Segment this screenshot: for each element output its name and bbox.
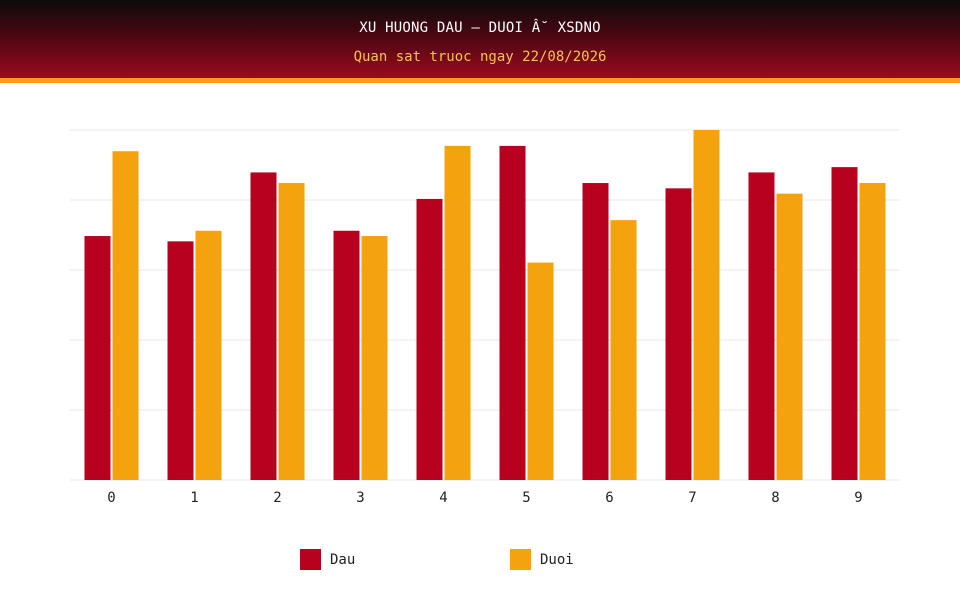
x-tick-label: 8 xyxy=(771,490,779,506)
x-tick-label: 6 xyxy=(605,490,613,506)
x-tick-label: 3 xyxy=(356,490,364,506)
legend-label-duoi: Duoi xyxy=(540,551,574,568)
bar-duoi-0 xyxy=(112,151,139,480)
x-tick-label: 0 xyxy=(107,490,115,506)
bar-dau-4 xyxy=(416,198,443,480)
x-tick-label: 4 xyxy=(439,490,447,506)
bar-dau-7 xyxy=(665,188,692,480)
bar-duoi-2 xyxy=(278,183,305,480)
bar-duoi-3 xyxy=(361,236,388,480)
bar-duoi-1 xyxy=(195,230,222,480)
x-tick-label: 9 xyxy=(854,490,862,506)
legend-label-dau: Dau xyxy=(330,551,356,568)
bar-duoi-5 xyxy=(527,262,554,480)
bar-dau-0 xyxy=(84,236,111,480)
bar-duoi-6 xyxy=(610,220,637,480)
bar-dau-8 xyxy=(748,172,775,480)
x-tick-label: 1 xyxy=(190,490,198,506)
bar-duoi-8 xyxy=(776,193,803,480)
chart-header: XU HUONG DAU – DUOI Â˘ XSDNO Quan sat tr… xyxy=(0,0,960,83)
legend-swatch-duoi xyxy=(510,549,531,570)
bar-chart: 0 1 2 3 4 5 6 7 8 9 xyxy=(70,129,900,506)
bar-dau-2 xyxy=(250,172,277,480)
legend-item-duoi[interactable]: Duoi xyxy=(510,549,574,570)
bar-dau-5 xyxy=(499,145,526,480)
bar-dau-6 xyxy=(582,183,609,480)
bar-duoi-9 xyxy=(859,183,886,480)
bar-duoi-4 xyxy=(444,145,471,480)
x-tick-label: 7 xyxy=(688,490,696,506)
legend-item-dau[interactable]: Dau xyxy=(300,549,355,570)
chart-subtitle: Quan sat truoc ngay 22/08/2026 xyxy=(353,49,607,65)
bar-dau-3 xyxy=(333,230,360,480)
bar-dau-9 xyxy=(831,167,858,480)
x-tick-label: 5 xyxy=(522,490,530,506)
bar-dau-1 xyxy=(167,241,194,480)
chart-legend: Dau Duoi xyxy=(0,549,960,573)
x-tick-label: 2 xyxy=(273,490,281,506)
bar-duoi-7 xyxy=(693,130,720,480)
chart-title: XU HUONG DAU – DUOI Â˘ XSDNO xyxy=(359,20,601,36)
legend-swatch-dau xyxy=(300,549,321,570)
